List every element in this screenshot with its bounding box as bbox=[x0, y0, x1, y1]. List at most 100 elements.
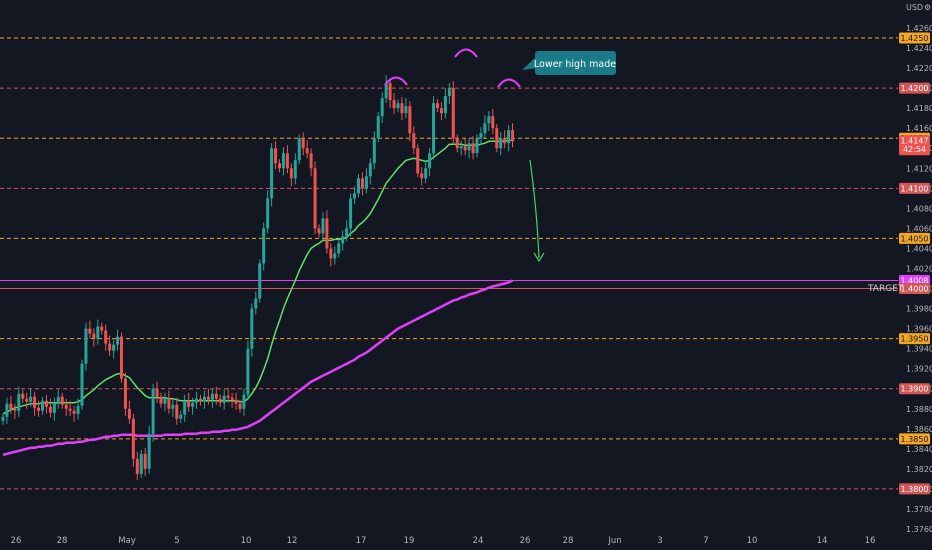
x-tick-label: 17 bbox=[356, 536, 367, 546]
level-badge-8 bbox=[899, 383, 930, 395]
projection-arrow-line bbox=[529, 159, 540, 259]
candlesticks bbox=[1, 75, 515, 480]
candle-body bbox=[214, 393, 218, 399]
candle-body bbox=[258, 263, 262, 299]
level-badge-4 bbox=[899, 232, 930, 244]
x-tick-label: 24 bbox=[473, 536, 484, 546]
candle-body bbox=[29, 396, 33, 402]
x-tick-label: 7 bbox=[703, 536, 708, 546]
candle-body bbox=[72, 410, 76, 414]
candle-body bbox=[475, 138, 479, 154]
candle-body bbox=[388, 83, 392, 101]
candle-body bbox=[206, 396, 210, 400]
x-tick-label: 19 bbox=[404, 536, 415, 546]
x-tick-label: 28 bbox=[57, 536, 68, 546]
peak-arc-2 bbox=[497, 78, 521, 88]
candle-body bbox=[467, 143, 471, 151]
annotations: Lower high made bbox=[384, 48, 616, 263]
level-badge-0 bbox=[899, 32, 930, 44]
candle-body bbox=[289, 168, 293, 179]
candle-body bbox=[242, 394, 246, 409]
level-badge-text-10: 1.3800 bbox=[901, 485, 929, 494]
candle-body bbox=[471, 143, 475, 154]
candle-body bbox=[100, 326, 104, 331]
candle-body bbox=[202, 396, 206, 402]
candle-body bbox=[120, 336, 123, 379]
candle-body bbox=[92, 333, 96, 339]
candle-body bbox=[293, 160, 297, 179]
level-badge-text-1: 1.4200 bbox=[901, 84, 929, 93]
candle-body bbox=[135, 458, 139, 474]
peak-arc-0 bbox=[384, 76, 408, 86]
candle-body bbox=[84, 328, 88, 364]
x-tick-label: Jun bbox=[607, 536, 621, 546]
candle-body bbox=[400, 103, 404, 114]
candle-body bbox=[139, 453, 143, 474]
candle-body bbox=[337, 243, 341, 254]
candle-body bbox=[274, 148, 278, 164]
candle-body bbox=[432, 103, 436, 154]
candle-body bbox=[80, 363, 84, 406]
candle-body bbox=[199, 398, 202, 402]
candle-body bbox=[305, 148, 309, 154]
candle-body bbox=[309, 153, 313, 169]
price-badges: 1.42501.42001.41501.41001.40501.40081.40… bbox=[899, 32, 930, 495]
y-tick-label: 1.3940 bbox=[906, 345, 932, 354]
candle-body bbox=[48, 406, 52, 413]
candle-body bbox=[349, 198, 353, 229]
candle-body bbox=[104, 330, 108, 344]
callout-pointer bbox=[522, 56, 537, 70]
candle-body bbox=[487, 116, 491, 124]
candle-body bbox=[412, 133, 416, 149]
y-tick-label: 1.3860 bbox=[906, 425, 932, 434]
candle-body bbox=[447, 88, 451, 97]
candle-body bbox=[278, 163, 281, 169]
y-tick-label: 1.3960 bbox=[906, 325, 932, 334]
candle-body bbox=[436, 103, 439, 109]
candle-body bbox=[52, 402, 56, 413]
candle-body bbox=[353, 193, 357, 199]
x-tick-label: 10 bbox=[241, 536, 252, 546]
candle-body bbox=[396, 103, 400, 109]
candle-body bbox=[127, 408, 131, 419]
settings-gear-icon[interactable]: ⚙ bbox=[924, 3, 931, 12]
candle-body bbox=[364, 176, 368, 189]
candle-body bbox=[368, 163, 372, 177]
candle-body bbox=[345, 228, 349, 237]
candle-body bbox=[175, 404, 179, 419]
candle-body bbox=[443, 96, 447, 114]
candle-body bbox=[151, 388, 155, 434]
candle-body bbox=[195, 398, 199, 403]
candle-body bbox=[491, 116, 495, 129]
x-tick-label: 12 bbox=[287, 536, 298, 546]
candle-body bbox=[420, 173, 424, 179]
y-tick-label: 1.3760 bbox=[906, 525, 932, 534]
candle-body bbox=[56, 396, 60, 403]
fast-ma-line bbox=[2, 139, 513, 415]
candle-body bbox=[108, 343, 112, 351]
candle-body bbox=[499, 138, 503, 149]
level-badge-7 bbox=[899, 333, 930, 345]
candle-body bbox=[511, 130, 515, 142]
candle-body bbox=[270, 148, 274, 199]
candle-body bbox=[222, 395, 226, 403]
candle-body bbox=[424, 168, 428, 179]
candle-body bbox=[285, 153, 289, 169]
candle-body bbox=[301, 138, 305, 149]
candle-body bbox=[96, 326, 100, 339]
candle-body bbox=[17, 393, 21, 411]
y-tick-label: 1.3880 bbox=[906, 405, 932, 414]
projection-arrow-head bbox=[533, 252, 545, 263]
time-axis[interactable]: 26 28 May 5 10 12 17 19 24 26 28 Jun 3 7 10 14 16 bbox=[11, 536, 876, 546]
y-tick-label: 1.3840 bbox=[906, 445, 932, 454]
candle-body bbox=[33, 396, 37, 408]
candle-body bbox=[13, 408, 17, 411]
x-tick-label: 3 bbox=[657, 536, 662, 546]
candle-body bbox=[360, 178, 364, 189]
candle-body bbox=[495, 128, 499, 149]
candle-body bbox=[321, 218, 325, 234]
callout-box bbox=[535, 51, 616, 75]
level-badge-text-7: 1.3950 bbox=[901, 335, 929, 344]
